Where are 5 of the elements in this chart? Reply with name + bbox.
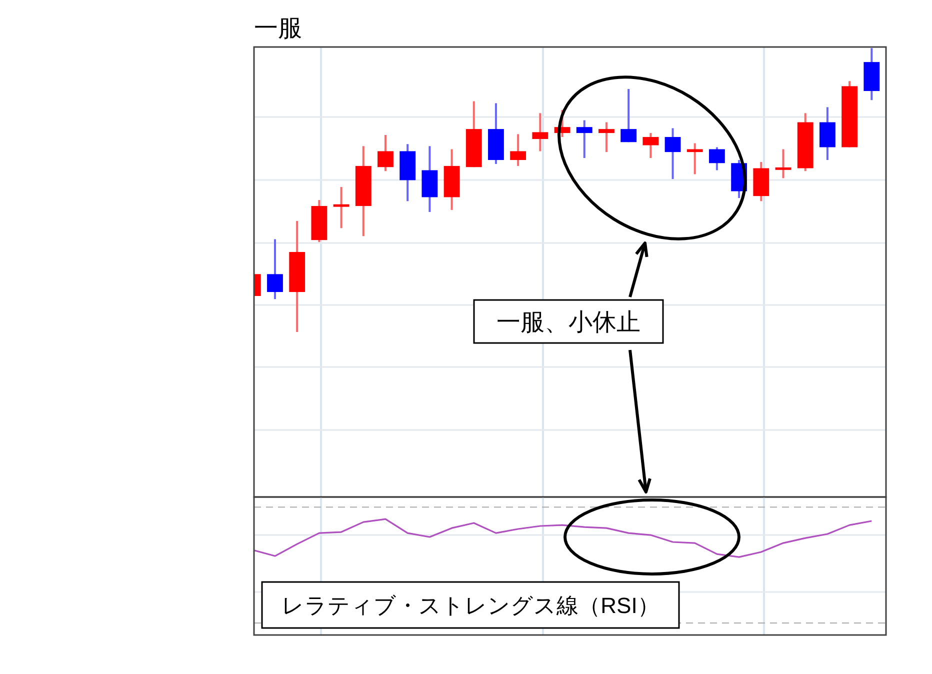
note: 一服、小休止 bbox=[473, 299, 664, 344]
note: レラティブ・ストレングス線（RSI） bbox=[261, 581, 680, 629]
annotation: レラティブ・ストレングス線（RSI） bbox=[282, 592, 660, 618]
annotation: 一服、小休止 bbox=[496, 309, 640, 336]
chart-title: 一服 bbox=[254, 15, 302, 42]
